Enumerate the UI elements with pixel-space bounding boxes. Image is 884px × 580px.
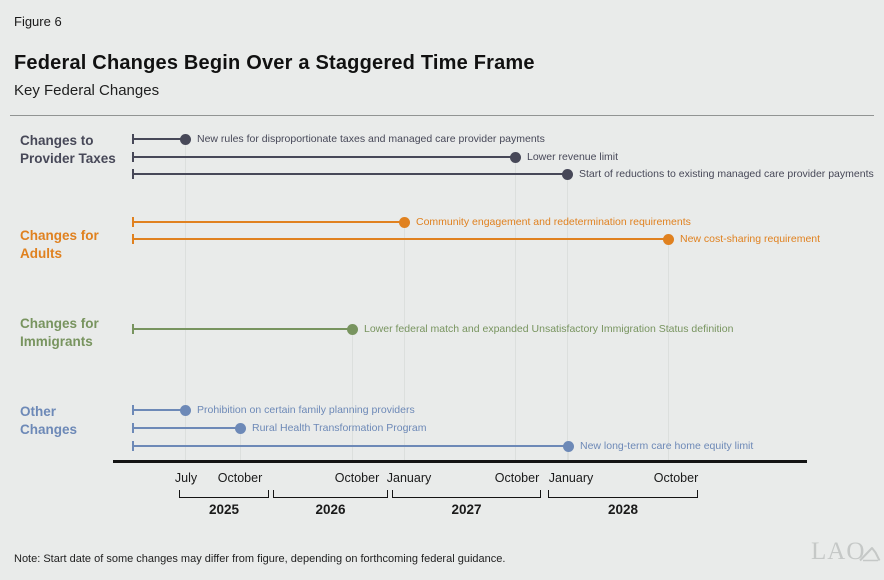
figure-note: Note: Start date of some changes may dif… (14, 553, 506, 565)
event-line (133, 409, 185, 411)
lao-logo-text: LAO (811, 538, 866, 565)
event-label: Prohibition on certain family planning p… (197, 404, 415, 416)
event-drop-gridline (184, 415, 186, 460)
x-axis-month-label: October (653, 471, 699, 485)
event-label: New long-term care home equity limit (580, 440, 754, 452)
event-label: Community engagement and redetermination… (416, 216, 691, 228)
event-dot (398, 216, 410, 228)
event-line (133, 221, 404, 223)
year-label: 2026 (315, 502, 346, 517)
event-drop-gridline (567, 451, 569, 460)
event-line (133, 173, 567, 175)
event-drop-gridline (514, 162, 516, 460)
figure-subtitle: Key Federal Changes (14, 82, 160, 99)
event-drop-gridline (566, 179, 568, 460)
event-drop-gridline (403, 227, 405, 460)
lao-logo-bear-icon (859, 547, 881, 562)
event-line (133, 445, 568, 447)
event-drop-gridline (667, 244, 669, 460)
event-dot (234, 422, 246, 434)
year-label: 2027 (451, 502, 482, 517)
x-axis-month-label: October (494, 471, 540, 485)
x-axis-month-label: July (174, 471, 198, 485)
event-drop-gridline (351, 334, 353, 460)
x-axis-month-label: October (334, 471, 380, 485)
event-line (133, 238, 668, 240)
lao-logo: LAO (811, 538, 881, 565)
event-label: Lower revenue limit (527, 151, 619, 163)
figure-title: Federal Changes Begin Over a Staggered T… (14, 52, 535, 74)
category-label-other: Other Changes (20, 404, 78, 437)
event-label: New rules for disproportionate taxes and… (197, 133, 545, 145)
year-label: 2028 (607, 502, 639, 517)
year-bracket (548, 490, 698, 498)
x-axis-month-label: January (386, 471, 432, 485)
year-bracket (273, 490, 388, 498)
event-label: New cost-sharing requirement (680, 233, 821, 245)
event-dot (179, 404, 191, 416)
event-dot (179, 133, 191, 145)
event-line (133, 328, 352, 330)
category-label-immigrants: Changes for Immigrants (20, 316, 99, 349)
event-dot (561, 168, 573, 180)
event-dot (509, 151, 521, 163)
event-label: Start of reductions to existing managed … (579, 168, 874, 180)
category-label-provider_taxes: Changes to Provider Taxes (20, 133, 116, 166)
x-axis-line (113, 460, 807, 463)
event-drop-gridline (184, 144, 186, 460)
event-label: Rural Health Transformation Program (252, 422, 427, 434)
year-bracket (392, 490, 541, 498)
event-label: Lower federal match and expanded Unsatis… (364, 323, 734, 335)
event-dot (662, 233, 674, 245)
year-label: 2025 (208, 502, 240, 517)
figure-number-label: Figure 6 (14, 14, 62, 29)
category-label-adults: Changes for Adults (20, 228, 99, 261)
event-line (133, 138, 185, 140)
year-bracket (179, 490, 269, 498)
x-axis-month-label: October (217, 471, 263, 485)
event-dot (562, 440, 574, 452)
event-dot (346, 323, 358, 335)
x-axis-month-label: January (548, 471, 594, 485)
event-line (133, 156, 515, 158)
header-divider (10, 115, 874, 116)
event-line (133, 427, 240, 429)
